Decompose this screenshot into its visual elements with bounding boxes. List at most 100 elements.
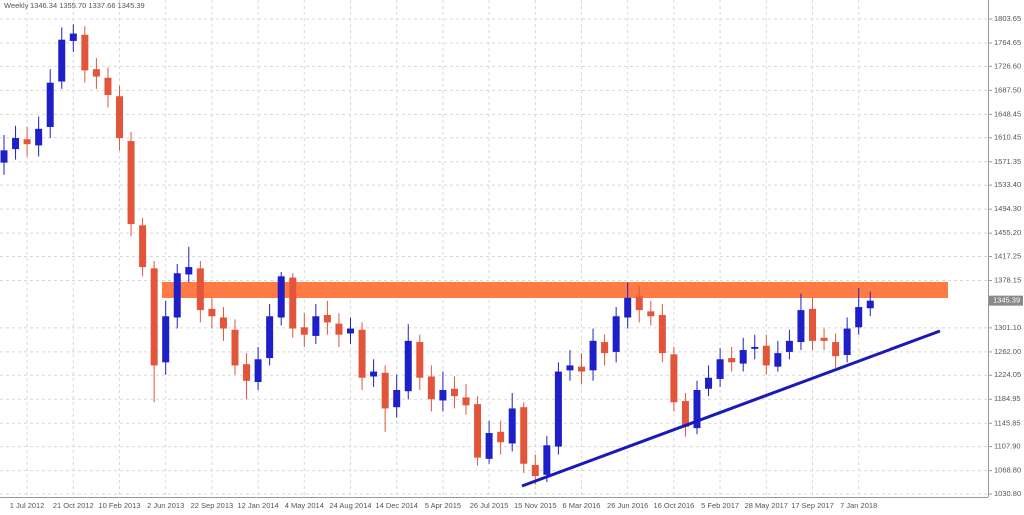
y-tick-label: 1803.65 <box>994 14 1021 23</box>
candle-body <box>312 316 320 336</box>
candle-body <box>58 39 66 82</box>
candle-body <box>681 401 689 427</box>
y-tick-label: 1571.35 <box>994 157 1021 166</box>
candle-body <box>139 225 147 268</box>
candle-body <box>820 337 828 341</box>
y-tick-label: 1455.20 <box>994 228 1021 237</box>
candle-body <box>462 397 470 406</box>
candle-body <box>150 268 158 366</box>
x-tick-label: 24 Aug 2014 <box>329 501 371 510</box>
candle-body <box>243 364 251 381</box>
y-tick-label: 1301.10 <box>994 323 1021 332</box>
candle-body <box>162 316 170 363</box>
x-tick-label: 2 Jun 2013 <box>147 501 184 510</box>
y-tick-label: 1068.80 <box>994 466 1021 475</box>
candle-body <box>762 345 770 366</box>
x-tick-label: 7 Jan 2018 <box>840 501 877 510</box>
y-tick-label: 1533.40 <box>994 180 1021 189</box>
candle-body <box>439 390 447 401</box>
candle-body <box>578 366 585 372</box>
candle-body <box>635 296 643 311</box>
candle-body <box>127 141 135 225</box>
candle-body <box>531 464 539 477</box>
x-tick-label: 15 Nov 2015 <box>514 501 557 510</box>
x-tick-label: 1 Jul 2012 <box>10 501 45 510</box>
candle-body <box>508 408 516 444</box>
candle-body <box>266 316 274 359</box>
x-tick-label: 16 Oct 2016 <box>653 501 694 510</box>
candle-body <box>289 277 297 329</box>
candle-body <box>381 372 389 409</box>
candle-body <box>0 150 8 163</box>
x-tick-label: 5 Apr 2015 <box>425 501 461 510</box>
x-tick-label: 26 Jul 2015 <box>470 501 509 510</box>
x-tick-label: 17 Sep 2017 <box>791 501 834 510</box>
y-tick-label: 1648.45 <box>994 109 1021 118</box>
candle-body <box>497 431 505 443</box>
y-tick-label: 1145.85 <box>994 418 1021 427</box>
candle-body <box>300 327 308 335</box>
current-price-label: 1345.39 <box>993 296 1020 305</box>
y-tick-label: 1494.30 <box>994 204 1021 213</box>
candle-body <box>658 315 666 354</box>
candle-body <box>670 354 678 403</box>
candle-body <box>751 346 759 349</box>
trend-line <box>521 329 941 488</box>
candle-body <box>393 390 401 408</box>
x-tick-label: 10 Feb 2013 <box>98 501 140 510</box>
candle-body <box>208 308 216 317</box>
candle-body <box>46 82 54 127</box>
candle-body <box>739 350 747 364</box>
x-tick-label: 26 Jun 2016 <box>607 501 648 510</box>
x-tick-label: 14 Dec 2014 <box>375 501 418 510</box>
candle-body <box>92 69 100 77</box>
candles <box>0 24 874 485</box>
resistance-zone <box>162 282 948 298</box>
y-tick-label: 1224.05 <box>994 370 1021 379</box>
candle-body <box>358 329 366 378</box>
candle-body <box>323 315 331 323</box>
candle-body <box>543 445 551 475</box>
candle-body <box>809 308 816 341</box>
candle-body <box>855 307 863 328</box>
candle-body <box>35 128 43 146</box>
x-tick-label: 6 Mar 2016 <box>563 501 601 510</box>
x-tick-label: 4 May 2014 <box>285 501 324 510</box>
candle-body <box>554 371 562 447</box>
y-tick-label: 1764.65 <box>994 38 1021 47</box>
axis-labels: 1803.65 1764.65 1726.60 1687.50 1648.45 1610.… <box>10 14 1023 510</box>
candle-body <box>705 377 713 389</box>
grid <box>0 0 988 497</box>
candle-body <box>797 310 805 343</box>
candle-body <box>335 323 343 335</box>
candle-body <box>843 328 851 355</box>
y-tick-label: 1184.95 <box>994 394 1021 403</box>
candle-body <box>716 359 724 379</box>
candle-body <box>774 353 782 367</box>
candle-body <box>427 376 435 400</box>
candle-body <box>219 317 227 329</box>
timeframe: Weekly <box>4 1 29 10</box>
candle-body <box>566 365 574 371</box>
candle-body <box>23 139 31 145</box>
current-price-box <box>989 295 1023 306</box>
candle-body <box>485 433 493 459</box>
candle-body <box>69 33 77 41</box>
candle-body <box>104 77 112 96</box>
candle-body <box>601 342 609 354</box>
candle-body <box>116 96 123 139</box>
y-tick-label: 1107.90 <box>994 442 1021 451</box>
candle-body <box>277 276 285 318</box>
candle-body <box>231 329 239 366</box>
y-tick-label: 1610.45 <box>994 133 1021 142</box>
candle-body <box>520 407 528 464</box>
candle-body <box>254 359 262 383</box>
candle-body <box>693 390 701 429</box>
candle-body <box>647 311 655 317</box>
candle-body <box>196 268 204 311</box>
y-tick-label: 1030.80 <box>994 489 1021 498</box>
candle-body <box>81 34 89 71</box>
candle-body <box>728 358 736 363</box>
